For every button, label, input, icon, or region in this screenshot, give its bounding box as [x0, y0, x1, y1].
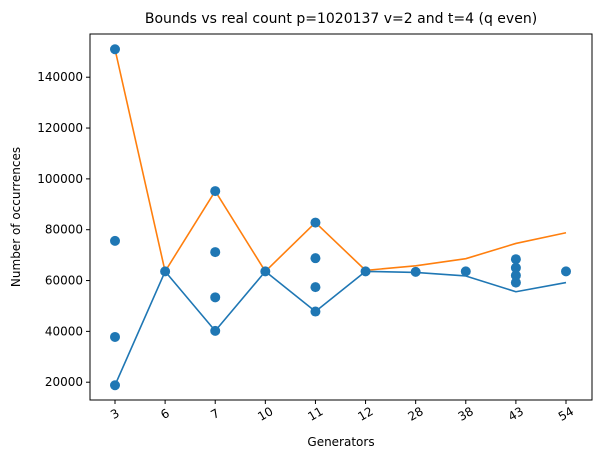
x-tick-label: 38 [456, 404, 476, 424]
scatter-point [110, 331, 120, 342]
x-tick-label: 7 [208, 406, 222, 422]
plot-area [110, 44, 571, 391]
x-tick-label: 6 [158, 406, 172, 422]
y-axis: 20000 40000 60000 80000 100000 120000 140000 [37, 70, 90, 389]
y-axis-label: Number of occurrences [9, 147, 23, 287]
scatter-point [510, 270, 521, 281]
scatter-point [310, 217, 321, 228]
x-tick-label: 12 [355, 404, 375, 424]
x-tick-label: 43 [506, 404, 526, 424]
scatter-point [510, 254, 521, 265]
x-axis-label: Generators [307, 435, 374, 449]
scatter-point [310, 306, 321, 317]
x-tick-label: 10 [255, 404, 275, 424]
scatter-point [360, 266, 371, 277]
series-line-lower-bound [114, 270, 567, 386]
scatter-point [310, 253, 321, 264]
y-tick-label: 80000 [45, 223, 83, 237]
scatter-point [210, 292, 221, 303]
scatter-point [460, 266, 471, 277]
x-tick-label: 3 [108, 406, 122, 422]
y-tick-label: 60000 [45, 274, 83, 288]
x-axis: 3 6 7 10 11 12 28 38 43 54 [108, 400, 576, 424]
scatter-point [510, 277, 521, 288]
scatter-point [410, 266, 421, 277]
scatter-point [110, 380, 120, 391]
y-tick-label: 20000 [45, 375, 83, 389]
scatter-point [210, 186, 221, 197]
x-tick-label: 54 [556, 404, 576, 424]
axes-frame [89, 33, 593, 401]
scatter-point [110, 44, 120, 55]
scatter-point [160, 266, 171, 277]
scatter-point [310, 282, 321, 293]
chart-title: Bounds vs real count p=1020137 v=2 and t… [145, 11, 537, 27]
scatter-point [210, 247, 221, 258]
y-tick-label: 140000 [37, 70, 83, 84]
y-tick-label: 120000 [37, 121, 83, 135]
y-tick-label: 100000 [37, 172, 83, 186]
scatter-point [510, 262, 521, 273]
scatter-point [561, 266, 571, 277]
y-tick-label: 40000 [45, 324, 83, 338]
series-line-upper-bound [114, 49, 567, 273]
x-tick-label: 28 [406, 404, 426, 424]
scatter-point [110, 235, 120, 246]
scatter-point [210, 325, 221, 336]
x-tick-label: 11 [305, 404, 325, 424]
scatter-point [260, 266, 271, 277]
